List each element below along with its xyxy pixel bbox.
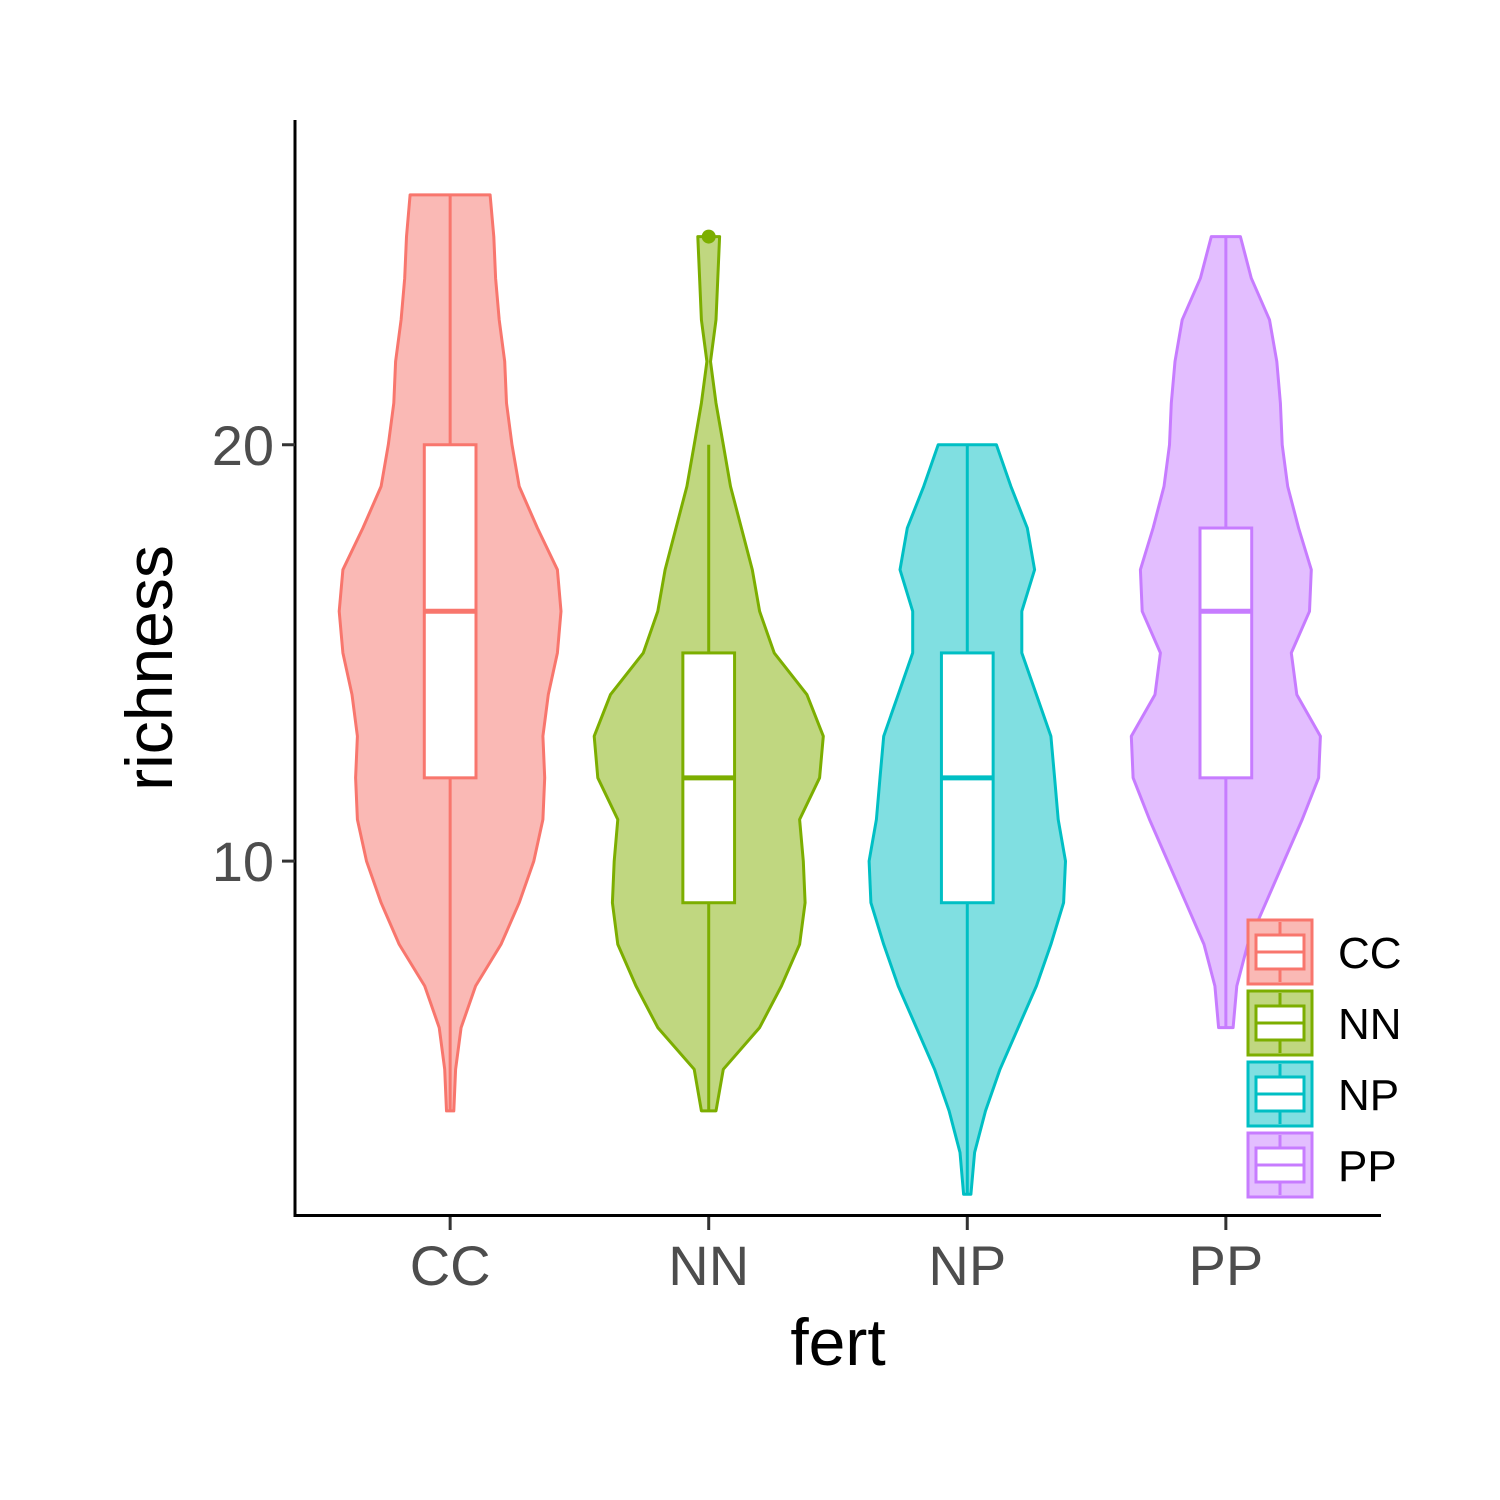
box-pp xyxy=(1198,526,1254,780)
x-ticks: CC NN NP PP xyxy=(410,1217,1264,1297)
violin-group-np xyxy=(867,443,1067,1196)
violin-group-nn xyxy=(592,229,825,1113)
legend: CC NN NP PP xyxy=(1246,918,1402,1199)
legend-label: CC xyxy=(1338,929,1402,978)
y-tick-label: 20 xyxy=(212,414,274,477)
legend-key-nn xyxy=(1246,989,1314,1057)
y-tick-label: 10 xyxy=(212,830,274,893)
x-tick-label: NN xyxy=(668,1234,749,1297)
axes-layer xyxy=(293,120,1381,1217)
violin-group-pp xyxy=(1129,235,1322,1030)
legend-label: NN xyxy=(1338,1000,1402,1049)
legend-key-np xyxy=(1246,1060,1314,1128)
x-axis-title: fert xyxy=(790,1305,885,1379)
x-tick-label: PP xyxy=(1189,1234,1264,1297)
legend-key-pp xyxy=(1246,1131,1314,1199)
legend-label: NP xyxy=(1338,1071,1399,1120)
x-tick-label: NP xyxy=(928,1234,1006,1297)
y-axis-title: richness xyxy=(112,545,186,791)
legend-label: PP xyxy=(1338,1142,1397,1191)
y-ticks: 10 20 xyxy=(212,414,295,893)
x-tick-label: CC xyxy=(410,1234,491,1297)
violin-group-cc xyxy=(337,193,563,1113)
outlier-point-nn xyxy=(701,229,716,244)
violins-layer xyxy=(337,193,1322,1196)
legend-key-cc xyxy=(1246,918,1314,986)
